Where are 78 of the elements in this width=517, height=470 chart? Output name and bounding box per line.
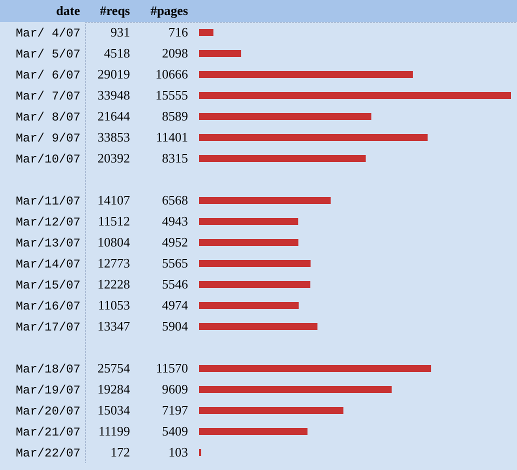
data-label: 8589: [162, 108, 188, 124]
data-label: 6568: [162, 192, 188, 208]
bar: [199, 155, 366, 162]
y-tick-label: Mar/22/07: [16, 446, 80, 460]
data-label: 7197: [162, 402, 188, 418]
y-tick-label: Mar/10/07: [16, 152, 80, 166]
y-tick-label: Mar/11/07: [16, 194, 80, 208]
text: 33853: [98, 130, 130, 144]
text: 13347: [98, 318, 130, 334]
data-label: 4952: [162, 234, 188, 250]
data-label: 103: [168, 444, 188, 460]
text: 19284: [98, 382, 130, 396]
bar: [199, 281, 310, 288]
y-axis-title: date: [56, 3, 80, 18]
data-label: 4974: [162, 298, 188, 312]
data-label: 11401: [156, 130, 188, 144]
y-tick-label: Mar/20/07: [16, 404, 80, 418]
bar: [199, 92, 511, 99]
data-label: 11570: [156, 360, 188, 376]
y-tick-label: Mar/16/07: [16, 300, 80, 314]
y-tick-label: Mar/ 7/07: [16, 90, 80, 104]
bar: [199, 260, 311, 267]
data-label: 716: [168, 24, 188, 40]
text: 21644: [98, 108, 130, 124]
data-label: 10666: [156, 66, 188, 82]
bar: [199, 218, 298, 225]
text: 20392: [98, 150, 130, 166]
text: 12773: [98, 256, 130, 270]
y-tick-label: Mar/ 8/07: [16, 110, 80, 124]
bar: [199, 386, 392, 393]
data-label: 5904: [162, 318, 188, 334]
y-tick-label: Mar/ 4/07: [16, 26, 80, 40]
text: 11199: [98, 424, 130, 438]
bar: [199, 365, 432, 372]
text: 4518: [104, 46, 130, 60]
bar: [199, 71, 413, 78]
bar: [199, 197, 331, 204]
text: 11512: [98, 214, 130, 228]
y-tick-label: Mar/18/07: [16, 362, 80, 376]
series-label: #pages: [150, 3, 188, 18]
data-label: 15555: [156, 88, 188, 102]
data-label: 9609: [162, 382, 188, 396]
text: 25754: [98, 360, 130, 376]
y-tick-label: Mar/14/07: [16, 258, 80, 272]
y-tick-label: Mar/21/07: [16, 426, 80, 440]
y-tick-label: Mar/15/07: [16, 278, 80, 292]
text: #reqs: [100, 3, 130, 18]
bar: [199, 29, 214, 36]
y-tick-label: Mar/17/07: [16, 320, 80, 334]
y-tick-label: Mar/12/07: [16, 216, 80, 230]
text: 29019: [98, 66, 130, 82]
text: 15034: [98, 402, 130, 418]
y-tick-label: Mar/ 9/07: [16, 132, 80, 146]
bar: [199, 134, 428, 141]
bar: [199, 302, 299, 309]
data-label: 5565: [162, 256, 188, 270]
bar: [199, 239, 298, 246]
text: 12228: [98, 276, 130, 292]
text: 10804: [98, 234, 130, 250]
y-tick-label: Mar/ 6/07: [16, 68, 80, 82]
bar: [199, 407, 344, 414]
data-label: 4943: [162, 214, 188, 228]
text: 172: [110, 444, 130, 460]
bar: [199, 50, 242, 57]
bar: [199, 323, 318, 330]
data-label: 5546: [162, 276, 188, 292]
bar: [199, 428, 308, 435]
y-tick-label: Mar/19/07: [16, 384, 80, 398]
y-tick-label: Mar/13/07: [16, 236, 80, 250]
data-label: 8315: [162, 150, 188, 166]
text: 931: [110, 24, 130, 40]
bar: [199, 113, 372, 120]
data-label: 5409: [162, 424, 188, 438]
text: 33948: [98, 88, 130, 102]
y-tick-label: Mar/ 5/07: [16, 48, 80, 62]
text: 11053: [98, 298, 130, 312]
text: 14107: [98, 192, 130, 208]
data-label: 2098: [162, 46, 188, 60]
